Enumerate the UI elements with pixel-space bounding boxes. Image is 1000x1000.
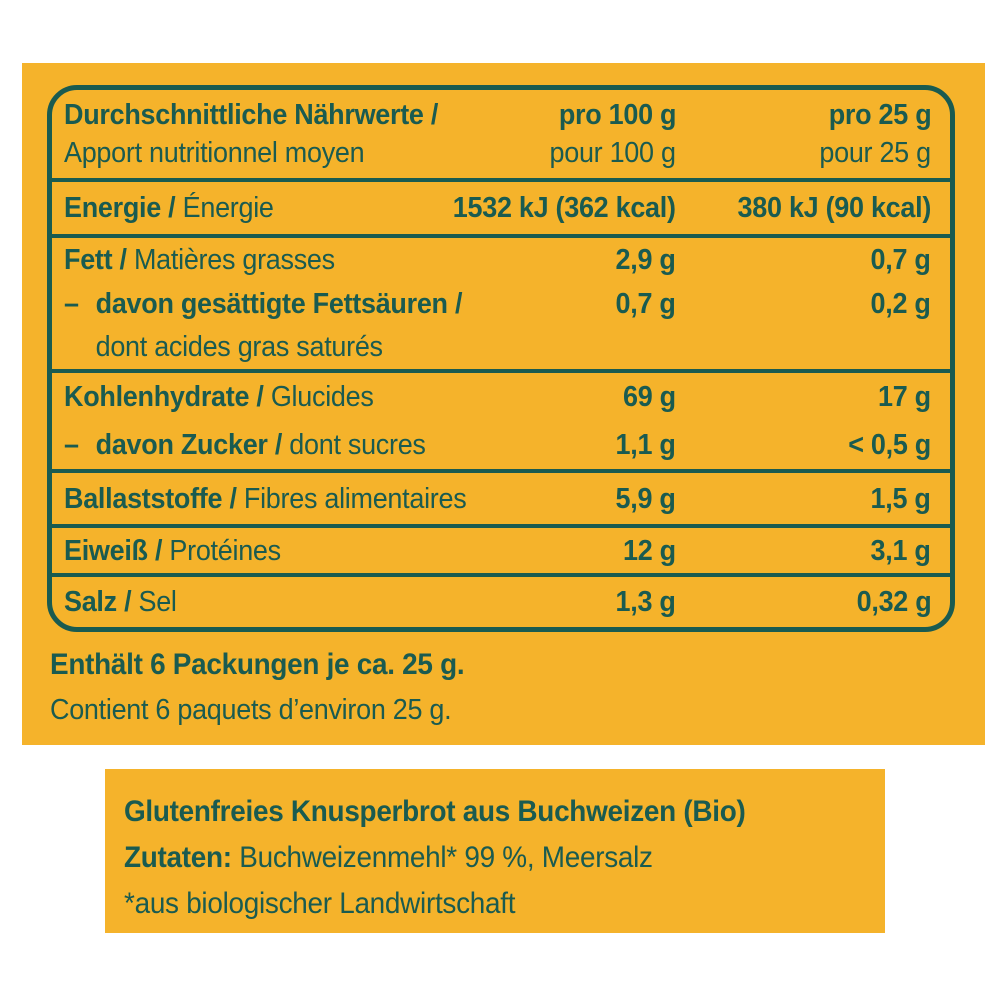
protein-per-25g: 3,1 g <box>870 534 931 567</box>
table-row-protein: Eiweiß / Protéines 12 g 3,1 g <box>52 524 950 573</box>
table-row-fat: Fett / Matières grasses 2,9 g 0,7 g – dav… <box>52 234 950 369</box>
energy-label: Energie / Énergie <box>64 192 274 224</box>
sugar-per-25g: < 0,5 g <box>848 429 931 461</box>
col-per-25g-de: pro 25 g <box>828 99 931 131</box>
fibre-label: Ballaststoffe / Fibres alimentaires <box>64 482 467 515</box>
nutrition-table: Durchschnittliche Nährwerte / pro 100 g … <box>47 85 955 632</box>
fat-per-25g: 0,7 g <box>870 244 931 276</box>
sub-row-dash: – <box>64 287 79 320</box>
protein-per-100g: 12 g <box>623 534 676 567</box>
table-row-salt: Salz / Sel 1,3 g 0,32 g <box>52 573 950 627</box>
salt-per-25g: 0,32 g <box>856 586 931 618</box>
col-per-25g-fr: pour 25 g <box>819 137 932 169</box>
product-title: Glutenfreies Knusperbrot aus Buchweizen … <box>124 795 746 828</box>
energy-per-25g: 380 kJ (90 kcal) <box>737 192 932 224</box>
table-row-fibre: Ballaststoffe / Fibres alimentaires 5,9 … <box>52 469 950 524</box>
header-line-fr: Apport nutritionnel moyen pour 100 g pou… <box>52 134 950 172</box>
saturated-fat-line-de: – davon gesättigte Fettsäuren / 0,7 g 0,2… <box>52 282 950 326</box>
ingredients-label: Zutaten: <box>124 841 232 874</box>
table-row-carbohydrate: Kohlenhydrate / Glucides 69 g 17 g – davo… <box>52 369 950 469</box>
ingredients-value: Buchweizenmehl* 99 %, Meersalz <box>239 841 653 874</box>
pack-count-note: Enthält 6 Packungen je ca. 25 g. Contien… <box>50 641 496 733</box>
table-header-row: Durchschnittliche Nährwerte / pro 100 g … <box>52 90 950 178</box>
pack-count-fr: Contient 6 paquets d’environ 25 g. <box>50 694 452 726</box>
carbohydrate-per-25g: 17 g <box>878 381 931 413</box>
carbohydrate-label: Kohlenhydrate / Glucides <box>64 381 374 413</box>
salt-label: Salz / Sel <box>64 586 177 618</box>
saturated-fat-line-fr: dont acides gras saturés <box>52 325 950 369</box>
col-per-100g-de: pro 100 g <box>558 99 677 131</box>
fat-line: Fett / Matières grasses 2,9 g 0,7 g <box>52 238 950 282</box>
saturated-fat-label-fr: dont acides gras saturés <box>95 331 383 364</box>
fat-per-100g: 2,9 g <box>615 244 676 276</box>
sugar-label: – davon Zucker / dont sucres <box>64 421 426 469</box>
energy-line: Energie / Énergie 1532 kJ (362 kcal) 380… <box>52 186 950 230</box>
salt-line: Salz / Sel 1,3 g 0,32 g <box>52 580 950 624</box>
carbohydrate-per-100g: 69 g <box>623 381 676 413</box>
saturated-fat-label-de: – davon gesättigte Fettsäuren / <box>64 282 462 326</box>
organic-footnote: *aus biologischer Landwirtschaft <box>124 887 516 920</box>
nutrition-panel: Durchschnittliche Nährwerte / pro 100 g … <box>22 63 985 745</box>
sugar-per-100g: 1,1 g <box>615 429 676 461</box>
ingredients-line: Zutaten: Buchweizenmehl* 99 %, Meersalz <box>124 835 832 881</box>
table-title-fr: Apport nutritionnel moyen <box>64 137 365 169</box>
carbohydrate-line: Kohlenhydrate / Glucides 69 g 17 g <box>52 373 950 421</box>
col-per-100g-fr: pour 100 g <box>549 137 676 169</box>
sub-row-dash: – <box>64 429 79 461</box>
protein-line: Eiweiß / Protéines 12 g 3,1 g <box>52 529 950 573</box>
salt-per-100g: 1,3 g <box>615 586 676 618</box>
protein-label: Eiweiß / Protéines <box>64 534 281 567</box>
fat-label: Fett / Matières grasses <box>64 244 335 276</box>
fibre-per-25g: 1,5 g <box>870 482 931 515</box>
table-title-de: Durchschnittliche Nährwerte / <box>64 99 439 131</box>
energy-per-100g: 1532 kJ (362 kcal) <box>453 192 676 224</box>
saturated-fat-per-100g: 0,7 g <box>615 287 676 320</box>
table-row-energy: Energie / Énergie 1532 kJ (362 kcal) 380… <box>52 178 950 234</box>
fibre-per-100g: 5,9 g <box>615 482 676 515</box>
saturated-fat-per-25g: 0,2 g <box>870 287 931 320</box>
header-line-de: Durchschnittliche Nährwerte / pro 100 g … <box>52 96 950 134</box>
fibre-line: Ballaststoffe / Fibres alimentaires 5,9 … <box>52 477 950 521</box>
pack-count-de: Enthält 6 Packungen je ca. 25 g. <box>50 648 465 681</box>
sugar-line: – davon Zucker / dont sucres 1,1 g < 0,5 … <box>52 421 950 469</box>
ingredients-panel: Glutenfreies Knusperbrot aus Buchweizen … <box>105 769 885 933</box>
